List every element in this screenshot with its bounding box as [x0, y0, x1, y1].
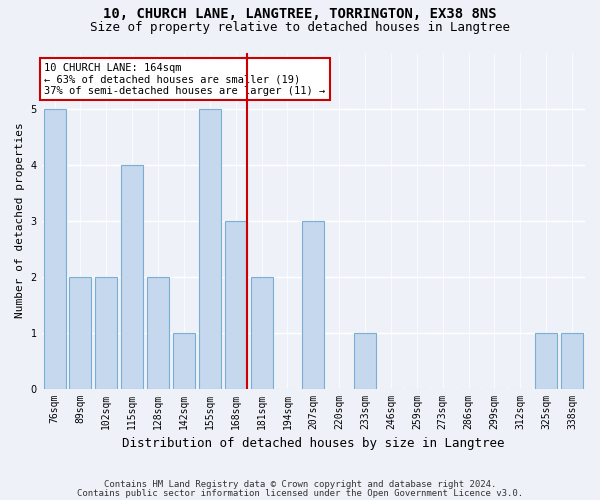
Bar	[302, 220, 325, 388]
Text: Contains HM Land Registry data © Crown copyright and database right 2024.: Contains HM Land Registry data © Crown c…	[104, 480, 496, 489]
Bar	[173, 332, 195, 388]
Bar	[95, 276, 118, 388]
Bar	[535, 332, 557, 388]
Bar	[354, 332, 376, 388]
Text: 10 CHURCH LANE: 164sqm
← 63% of detached houses are smaller (19)
37% of semi-det: 10 CHURCH LANE: 164sqm ← 63% of detached…	[44, 62, 326, 96]
Bar	[70, 276, 91, 388]
Bar	[561, 332, 583, 388]
Bar	[147, 276, 169, 388]
Text: Contains public sector information licensed under the Open Government Licence v3: Contains public sector information licen…	[77, 489, 523, 498]
Bar	[251, 276, 272, 388]
Bar	[121, 164, 143, 388]
Text: Size of property relative to detached houses in Langtree: Size of property relative to detached ho…	[90, 21, 510, 34]
X-axis label: Distribution of detached houses by size in Langtree: Distribution of detached houses by size …	[122, 437, 505, 450]
Text: 10, CHURCH LANE, LANGTREE, TORRINGTON, EX38 8NS: 10, CHURCH LANE, LANGTREE, TORRINGTON, E…	[103, 8, 497, 22]
Bar	[225, 220, 247, 388]
Bar	[199, 108, 221, 388]
Bar	[44, 108, 65, 388]
Y-axis label: Number of detached properties: Number of detached properties	[15, 122, 25, 318]
